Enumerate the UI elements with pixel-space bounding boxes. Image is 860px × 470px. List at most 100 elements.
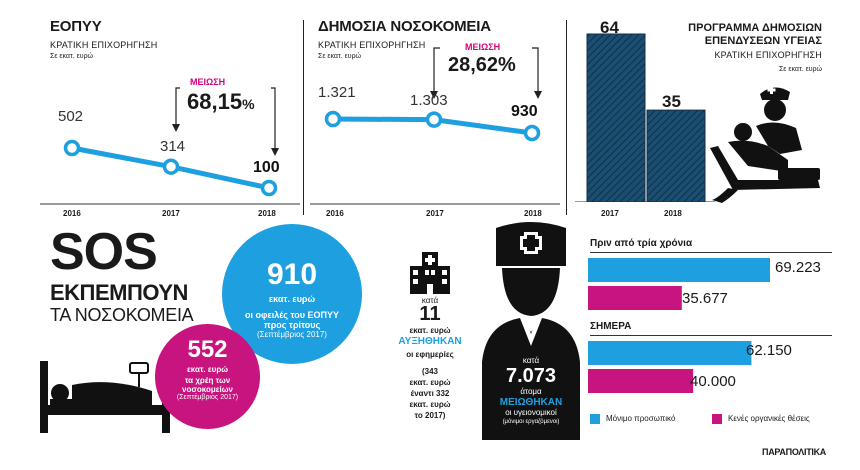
hospital-debt-line4: (Σεπτέμβριος 2017) [176,394,239,401]
staff-header-before-rule [590,252,832,253]
eopyy-debt-line4: (Σεπτέμβριος 2017) [257,330,327,339]
hospital-debt-line2: τα χρέη των [184,376,231,385]
eopyy-point-2016 [63,139,81,157]
nurse-line1: άτομα [520,387,542,396]
nurse-line2: οι υγειονομικοί [505,408,557,417]
eopyy-reduction-bracket [175,87,276,150]
hospitals-label-2016: 1.321 [318,84,356,101]
eopyy-label-2016: 502 [58,108,84,125]
eopyy-title: ΕΟΠΥΥ [50,18,102,35]
hospital-debt-text: 552 εκατ. ευρώ τα χρέη των νοσοκομείων (… [155,336,260,402]
program-bar-2017 [586,33,646,202]
staff-bar-vacant-before [588,286,682,310]
nurse-highlight: ΜΕΙΩΘΗΚΑΝ [499,397,563,408]
eopyy-point-2017 [162,158,180,175]
eopyy-debt-text: 910 εκατ. ευρώ οι οφειλές του ΕΟΠΥΥ προς… [222,258,362,340]
eopyy-label-2018: 100 [253,159,280,176]
staff-bar-vacant-now [588,369,694,393]
program-tick-2018: 2018 [664,209,682,218]
doctor-patient-icon [710,86,820,203]
staff-label-permanent-before: 69.223 [775,259,821,276]
program-title-line1: ΠΡΟΓΡΑΜΜΑ ΔΗΜΟΣΙΩΝ [688,22,822,34]
staff-label-vacant-now: 40.000 [690,373,736,390]
sos-heading: SOS [50,223,158,281]
shifts-line2: οι εφημερίες [406,350,454,359]
eopyy-debt-value: 910 [266,258,318,291]
hospitals-tick-2017: 2017 [426,209,444,218]
hospitals-label-2018: 930 [511,103,538,120]
legend-label-vacant: Κενές οργανικές θέσεις [728,414,810,423]
shifts-line1: εκατ. ευρώ [409,326,451,335]
program-tick-2017: 2017 [601,209,619,218]
shifts-note: (343 εκατ. ευρώ έναντι 332 εκατ. ευρώ το… [395,366,465,421]
hospital-debt-line1: εκατ. ευρώ [186,365,229,374]
hospitals-tick-2016: 2016 [326,209,344,218]
nurse-kata: κατά [522,356,540,365]
hospital-building-icon [410,252,450,294]
sos-line3: ΤΑ ΝΟΣΟΚΟΜΕΙΑ [50,305,194,325]
divider-1 [303,20,304,215]
shifts-note-4: εκατ. ευρώ [409,400,451,409]
shifts-note-5: το 2017) [414,411,446,420]
eopyy-unit: Σε εκατ. ευρώ [50,53,94,60]
hospitals-point-2017 [425,111,443,128]
program-title: ΠΡΟΓΡΑΜΜΑ ΔΗΜΟΣΙΩΝ ΕΠΕΝΔΥΣΕΩΝ ΥΓΕΙΑΣ [688,22,822,48]
eopyy-reduction-label: ΜΕΙΩΣΗ [190,77,226,87]
eopyy-debt-line3: προς τρίτους [263,320,321,330]
legend-swatch-vacant [712,414,722,424]
hospital-debt-circle [155,324,260,429]
eopyy-tick-2016: 2016 [63,209,81,218]
eopyy-subtitle: ΚΡΑΤΙΚΗ ΕΠΙΧΟΡΗΓΗΣΗ [50,40,158,50]
eopyy-debt-line1: εκατ. ευρώ [268,294,316,304]
staff-bar-permanent-before [588,258,770,282]
program-subtitle: ΚΡΑΤΙΚΗ ΕΠΙΧΟΡΗΓΗΣΗ [714,50,822,60]
hospitals-reduction-label: ΜΕΙΩΣΗ [465,42,501,52]
hospitals-label-2017: 1.303 [410,92,448,109]
program-bar-chart [575,33,715,202]
program-unit: Σε εκατ. ευρώ [778,66,822,73]
nurse-icon [482,222,580,440]
hospitals-unit: Σε εκατ. ευρώ [318,53,362,60]
program-bar-label-2018: 35 [662,92,681,111]
program-title-line2: ΕΠΕΝΔΥΣΕΩΝ ΥΓΕΙΑΣ [704,35,822,47]
staff-header-now: ΣΗΜΕΡΑ [590,321,632,332]
program-bar-label-2017: 64 [600,18,619,37]
staff-label-permanent-now: 62.150 [746,342,792,359]
eopyy-debt-line2: οι οφειλές του ΕΟΠΥΥ [245,310,339,320]
nurse-text: κατά 7.073 άτομα ΜΕΙΩΘΗΚΑΝ οι υγειονομικ… [488,356,574,425]
nurse-line3: (μόνιμοι εργαζόμενοι) [502,419,560,425]
staff-label-vacant-before: 35.677 [682,290,728,307]
nurse-value: 7.073 [505,365,557,387]
staff-header-now-rule [590,335,832,336]
hospital-debt-line3: νοσοκομείων [182,385,233,394]
shifts-note-3: έναντι 332 [410,389,450,398]
legend-label-permanent: Μόνιμο προσωπικό [606,414,676,423]
hospitals-point-2016 [324,110,342,128]
hospitals-line-chart [310,47,560,205]
eopyy-reduction-value: 68,15% [187,89,255,114]
hospitals-point-2018 [523,124,541,142]
program-bar-2018 [646,109,706,202]
eopyy-tick-2018: 2018 [258,209,276,218]
eopyy-tick-2017: 2017 [162,209,180,218]
staff-bar-chart [588,258,770,393]
shifts-note-1: (343 [421,367,438,376]
source-credit: ΠΑΡΑΠΟΛΙΤΙΚΑ [762,447,826,457]
eopyy-point-2018 [260,179,278,197]
staff-bar-permanent-now [588,341,752,365]
shifts-note-2: εκατ. ευρώ [409,378,451,387]
hospitals-subtitle: ΚΡΑΤΙΚΗ ΕΠΙΧΟΡΗΓΗΣΗ [318,40,426,50]
hospitals-tick-2018: 2018 [524,209,542,218]
eopyy-line-chart [40,87,300,205]
staff-header-before: Πριν από τρία χρόνια [590,238,693,249]
hospitals-title: ΔΗΜΟΣΙΑ ΝΟΣΟΚΟΜΕΙΑ [318,18,491,35]
shifts-highlight: ΑΥΞΗΘΗΚΑΝ [398,336,462,347]
shifts-value: 11 [419,303,441,325]
hospital-debt-value: 552 [187,336,228,363]
hospitals-reduction-value: 28,62% [448,54,516,76]
hospitals-reduction-bracket [433,47,539,93]
legend-swatch-permanent [590,414,600,424]
sos-line2: ΕΚΠΕΜΠΟΥΝ [50,280,188,305]
divider-2 [566,20,567,215]
hospital-bed-icon [40,361,170,433]
